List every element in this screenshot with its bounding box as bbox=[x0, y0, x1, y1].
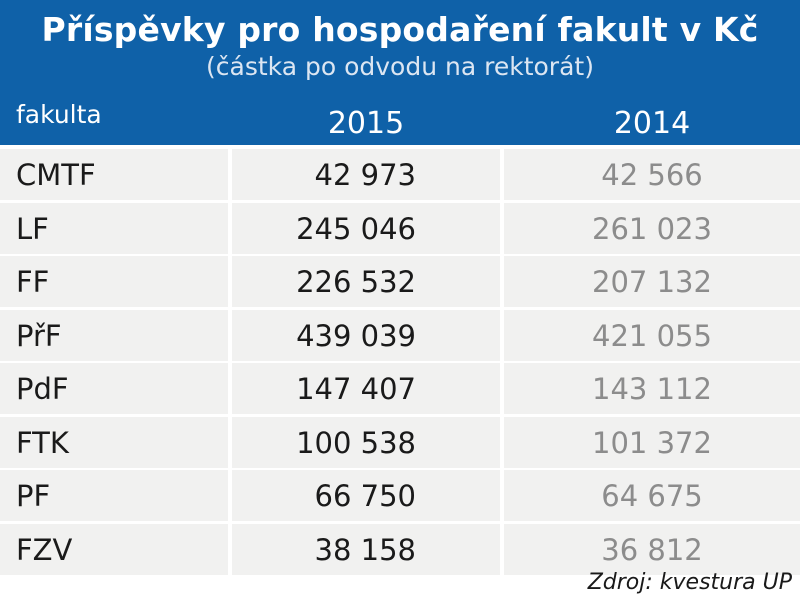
table-row: PF 66 750 64 675 bbox=[0, 470, 800, 521]
value-2014-cell-text: 261 023 bbox=[592, 211, 712, 246]
value-2014-cell-text: 101 372 bbox=[592, 425, 712, 460]
table-row: PdF 147 407 143 112 bbox=[0, 363, 800, 414]
value-2015-cell-text: 66 750 bbox=[314, 479, 416, 513]
table-title: Příspěvky pro hospodaření fakult v Kč bbox=[41, 10, 759, 49]
value-2014-cell: 261 023 bbox=[504, 202, 800, 254]
value-2014-cell: 101 372 bbox=[504, 416, 800, 468]
value-2015-cell: 147 407 bbox=[232, 363, 500, 414]
value-2014-cell-text: 64 675 bbox=[601, 479, 703, 513]
faculty-cell-text: FTK bbox=[16, 425, 69, 460]
faculty-cell-text: CMTF bbox=[16, 158, 96, 192]
value-2015-cell-text: 226 532 bbox=[296, 265, 416, 299]
source-note: Zdroj: kvestura UP bbox=[587, 570, 792, 595]
value-2015-cell-text: 245 046 bbox=[296, 211, 416, 246]
value-2015-cell-text: 100 538 bbox=[296, 425, 416, 460]
table-row: FF 226 532 207 132 bbox=[0, 256, 800, 307]
faculty-cell-text: PdF bbox=[16, 372, 69, 406]
value-2014-cell-text: 36 812 bbox=[601, 532, 703, 567]
value-2014-cell: 143 112 bbox=[504, 363, 800, 414]
value-2015-cell: 42 973 bbox=[232, 149, 500, 200]
table-row: CMTF 42 973 42 566 bbox=[0, 149, 800, 200]
column-header-2014: 2014 bbox=[613, 106, 691, 141]
faculty-cell-text: PF bbox=[16, 479, 51, 513]
faculty-cell: FF bbox=[0, 256, 228, 307]
faculty-cell: PdF bbox=[0, 363, 228, 414]
value-2014-cell-text: 207 132 bbox=[592, 265, 712, 299]
value-2014-cell-text: 143 112 bbox=[592, 372, 712, 406]
faculty-cell: FTK bbox=[0, 416, 228, 468]
value-2015-cell: 100 538 bbox=[232, 416, 500, 468]
faculty-cell: CMTF bbox=[0, 149, 228, 200]
faculty-cell: LF bbox=[0, 202, 228, 254]
value-2014-cell: 64 675 bbox=[504, 470, 800, 521]
faculty-cell-text: LF bbox=[16, 211, 49, 246]
value-2015-cell-text: 38 158 bbox=[314, 532, 416, 567]
table-row: PřF 439 039 421 055 bbox=[0, 309, 800, 361]
faculty-cell-text: FF bbox=[16, 265, 50, 299]
value-2015-cell: 245 046 bbox=[232, 202, 500, 254]
faculty-cell-text: PřF bbox=[16, 318, 62, 353]
table-row: FTK 100 538 101 372 bbox=[0, 416, 800, 468]
table-row: LF 245 046 261 023 bbox=[0, 202, 800, 254]
value-2014-cell-text: 42 566 bbox=[601, 158, 703, 192]
value-2015-cell: 66 750 bbox=[232, 470, 500, 521]
table-row: FZV 38 158 36 812 bbox=[0, 523, 800, 575]
faculty-cell: FZV bbox=[0, 523, 228, 575]
faculty-cell-text: FZV bbox=[16, 532, 73, 567]
value-2015-cell-text: 439 039 bbox=[296, 318, 416, 353]
faculty-cell: PřF bbox=[0, 309, 228, 361]
value-2014-cell: 36 812 bbox=[504, 523, 800, 575]
value-2015-cell-text: 42 973 bbox=[314, 158, 416, 192]
value-2015-cell: 226 532 bbox=[232, 256, 500, 307]
value-2014-cell: 207 132 bbox=[504, 256, 800, 307]
value-2015-cell: 439 039 bbox=[232, 309, 500, 361]
column-header-2015: 2015 bbox=[327, 106, 405, 141]
value-2014-cell: 42 566 bbox=[504, 149, 800, 200]
value-2014-cell-text: 421 055 bbox=[592, 318, 712, 353]
faculty-cell: PF bbox=[0, 470, 228, 521]
value-2014-cell: 421 055 bbox=[504, 309, 800, 361]
value-2015-cell: 38 158 bbox=[232, 523, 500, 575]
column-header-faculty: fakulta bbox=[16, 100, 102, 129]
value-2015-cell-text: 147 407 bbox=[296, 372, 416, 406]
table-header: Příspěvky pro hospodaření fakult v Kč (č… bbox=[0, 0, 800, 145]
table-subtitle: (částka po odvodu na rektorát) bbox=[206, 52, 594, 81]
